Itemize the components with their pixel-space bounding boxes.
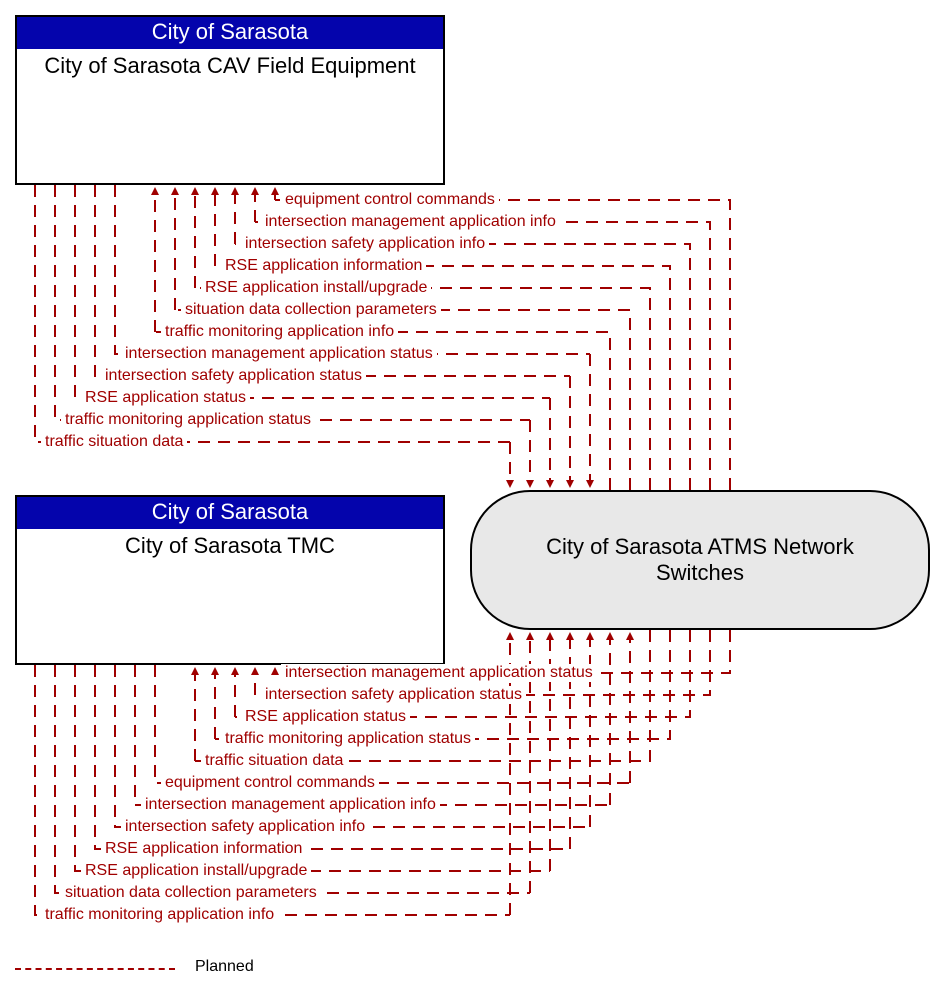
flow-label-top-in-3: RSE application information bbox=[221, 257, 426, 275]
flow-label-top-out-1: intersection safety application status bbox=[101, 367, 366, 385]
flow-label-bot-out-1: intersection management application info bbox=[141, 796, 440, 814]
flow-label-top-out-4: traffic situation data bbox=[41, 433, 187, 451]
flow-label-bot-out-6: traffic monitoring application info bbox=[41, 906, 278, 924]
flow-label-bot-out-2: intersection safety application info bbox=[121, 818, 369, 836]
flow-label-top-in-2: intersection safety application info bbox=[241, 235, 489, 253]
flow-label-top-in-5: situation data collection parameters bbox=[181, 301, 441, 319]
flow-label-bot-in-1: intersection safety application status bbox=[261, 686, 526, 704]
flow-label-bot-out-3: RSE application information bbox=[101, 840, 306, 858]
flow-label-bot-in-4: traffic situation data bbox=[201, 752, 347, 770]
cav-field-equipment-box: City of Sarasota City of Sarasota CAV Fi… bbox=[15, 15, 445, 185]
flow-label-top-out-0: intersection management application stat… bbox=[121, 345, 437, 363]
flow-label-top-in-6: traffic monitoring application info bbox=[161, 323, 398, 341]
flow-label-top-out-2: RSE application status bbox=[81, 389, 250, 407]
flow-label-bot-out-0: equipment control commands bbox=[161, 774, 379, 792]
flow-label-top-out-3: traffic monitoring application status bbox=[61, 411, 315, 429]
tmc-box-header: City of Sarasota bbox=[17, 497, 443, 529]
flow-label-bot-in-2: RSE application status bbox=[241, 708, 410, 726]
legend-label: Planned bbox=[195, 958, 254, 976]
flow-label-bot-in-3: traffic monitoring application status bbox=[221, 730, 475, 748]
atms-box-title: City of Sarasota ATMS Network Switches bbox=[502, 534, 898, 586]
flow-label-top-in-1: intersection management application info bbox=[261, 213, 560, 231]
tmc-box-title: City of Sarasota TMC bbox=[17, 529, 443, 559]
flow-label-top-in-4: RSE application install/upgrade bbox=[201, 279, 431, 297]
tmc-box: City of Sarasota City of Sarasota TMC bbox=[15, 495, 445, 665]
flow-label-bot-out-4: RSE application install/upgrade bbox=[81, 862, 311, 880]
flow-label-top-in-0: equipment control commands bbox=[281, 191, 499, 209]
flow-label-bot-out-5: situation data collection parameters bbox=[61, 884, 321, 902]
legend-line bbox=[15, 968, 175, 970]
cav-box-header: City of Sarasota bbox=[17, 17, 443, 49]
flow-label-bot-in-0: intersection management application stat… bbox=[281, 664, 597, 682]
atms-network-switches-box: City of Sarasota ATMS Network Switches bbox=[470, 490, 930, 630]
cav-box-title: City of Sarasota CAV Field Equipment bbox=[17, 49, 443, 79]
